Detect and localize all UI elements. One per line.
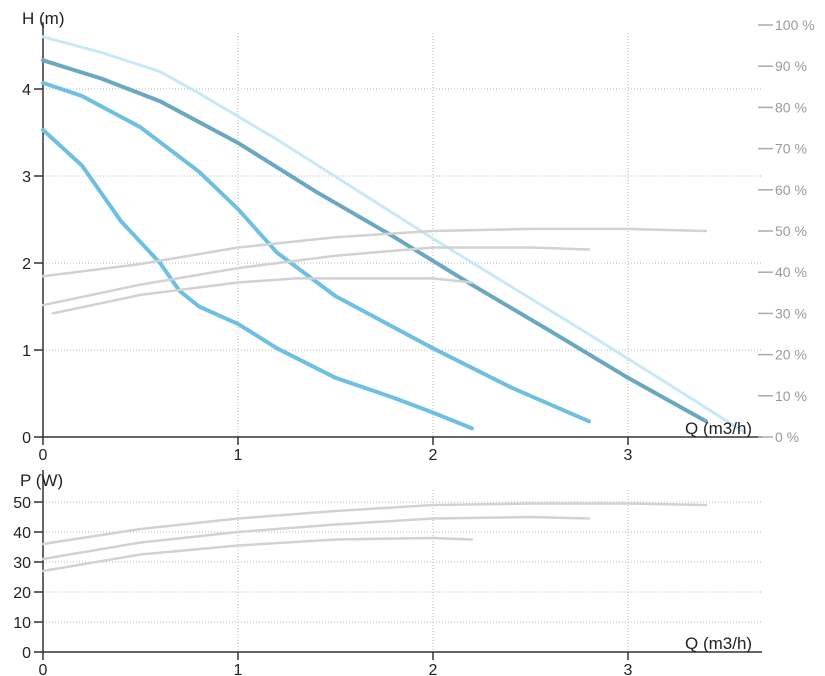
- y-axis-title: H (m): [22, 9, 64, 28]
- y2-tick-label: 100 %: [775, 17, 815, 33]
- x-axis-title: Q (m3/h): [685, 634, 752, 653]
- speed-1-line: [41, 127, 474, 431]
- y-tick-label: 4: [22, 82, 31, 99]
- y-axis-title: P (W): [20, 471, 63, 490]
- series-lines: [41, 35, 747, 573]
- efficiency-1-line: [51, 277, 474, 315]
- y2-tick-label: 20 %: [775, 347, 807, 363]
- x-tick-label: 3: [624, 447, 633, 464]
- y2-tick-label: 80 %: [775, 99, 807, 115]
- y-tick-label: 0: [22, 430, 31, 447]
- efficiency-3-line: [41, 227, 708, 278]
- y2-tick-label: 60 %: [775, 182, 807, 198]
- x-tick-label: 1: [234, 447, 243, 464]
- x-tick-label: 1: [234, 662, 243, 676]
- y2-tick-label: 50 %: [775, 223, 807, 239]
- y-tick-label: 1: [22, 343, 31, 360]
- y2-tick-label: 0 %: [775, 429, 799, 445]
- grid-lines: [43, 33, 762, 652]
- y2-tick-label: 30 %: [775, 305, 807, 321]
- efficiency-2-line: [41, 246, 591, 307]
- x-tick-label: 0: [39, 662, 48, 676]
- y-tick-label: 10: [13, 615, 31, 632]
- speed-3-line: [41, 58, 708, 424]
- x-tick-label: 0: [39, 447, 48, 464]
- y-tick-label: 20: [13, 585, 31, 602]
- max-speed-line: [41, 35, 747, 435]
- y-tick-label: 2: [22, 256, 31, 273]
- y-tick-label: 3: [22, 169, 31, 186]
- y2-tick-label: 90 %: [775, 58, 807, 74]
- y2-tick-label: 10 %: [775, 388, 807, 404]
- x-tick-label: 2: [429, 662, 438, 676]
- axes: [34, 22, 773, 660]
- y-tick-label: 0: [22, 645, 31, 662]
- x-tick-label: 2: [429, 447, 438, 464]
- y2-tick-label: 40 %: [775, 264, 807, 280]
- power-2-line: [41, 515, 591, 561]
- y-tick-label: 50: [13, 495, 31, 512]
- power-1-line: [41, 536, 474, 573]
- speed-2-line: [41, 80, 591, 424]
- y2-tick-label: 70 %: [775, 141, 807, 157]
- x-tick-label: 3: [624, 662, 633, 676]
- x-axis-title: Q (m3/h): [685, 419, 752, 438]
- y-tick-label: 30: [13, 555, 31, 572]
- y-tick-label: 40: [13, 525, 31, 542]
- power-3-line: [41, 502, 708, 546]
